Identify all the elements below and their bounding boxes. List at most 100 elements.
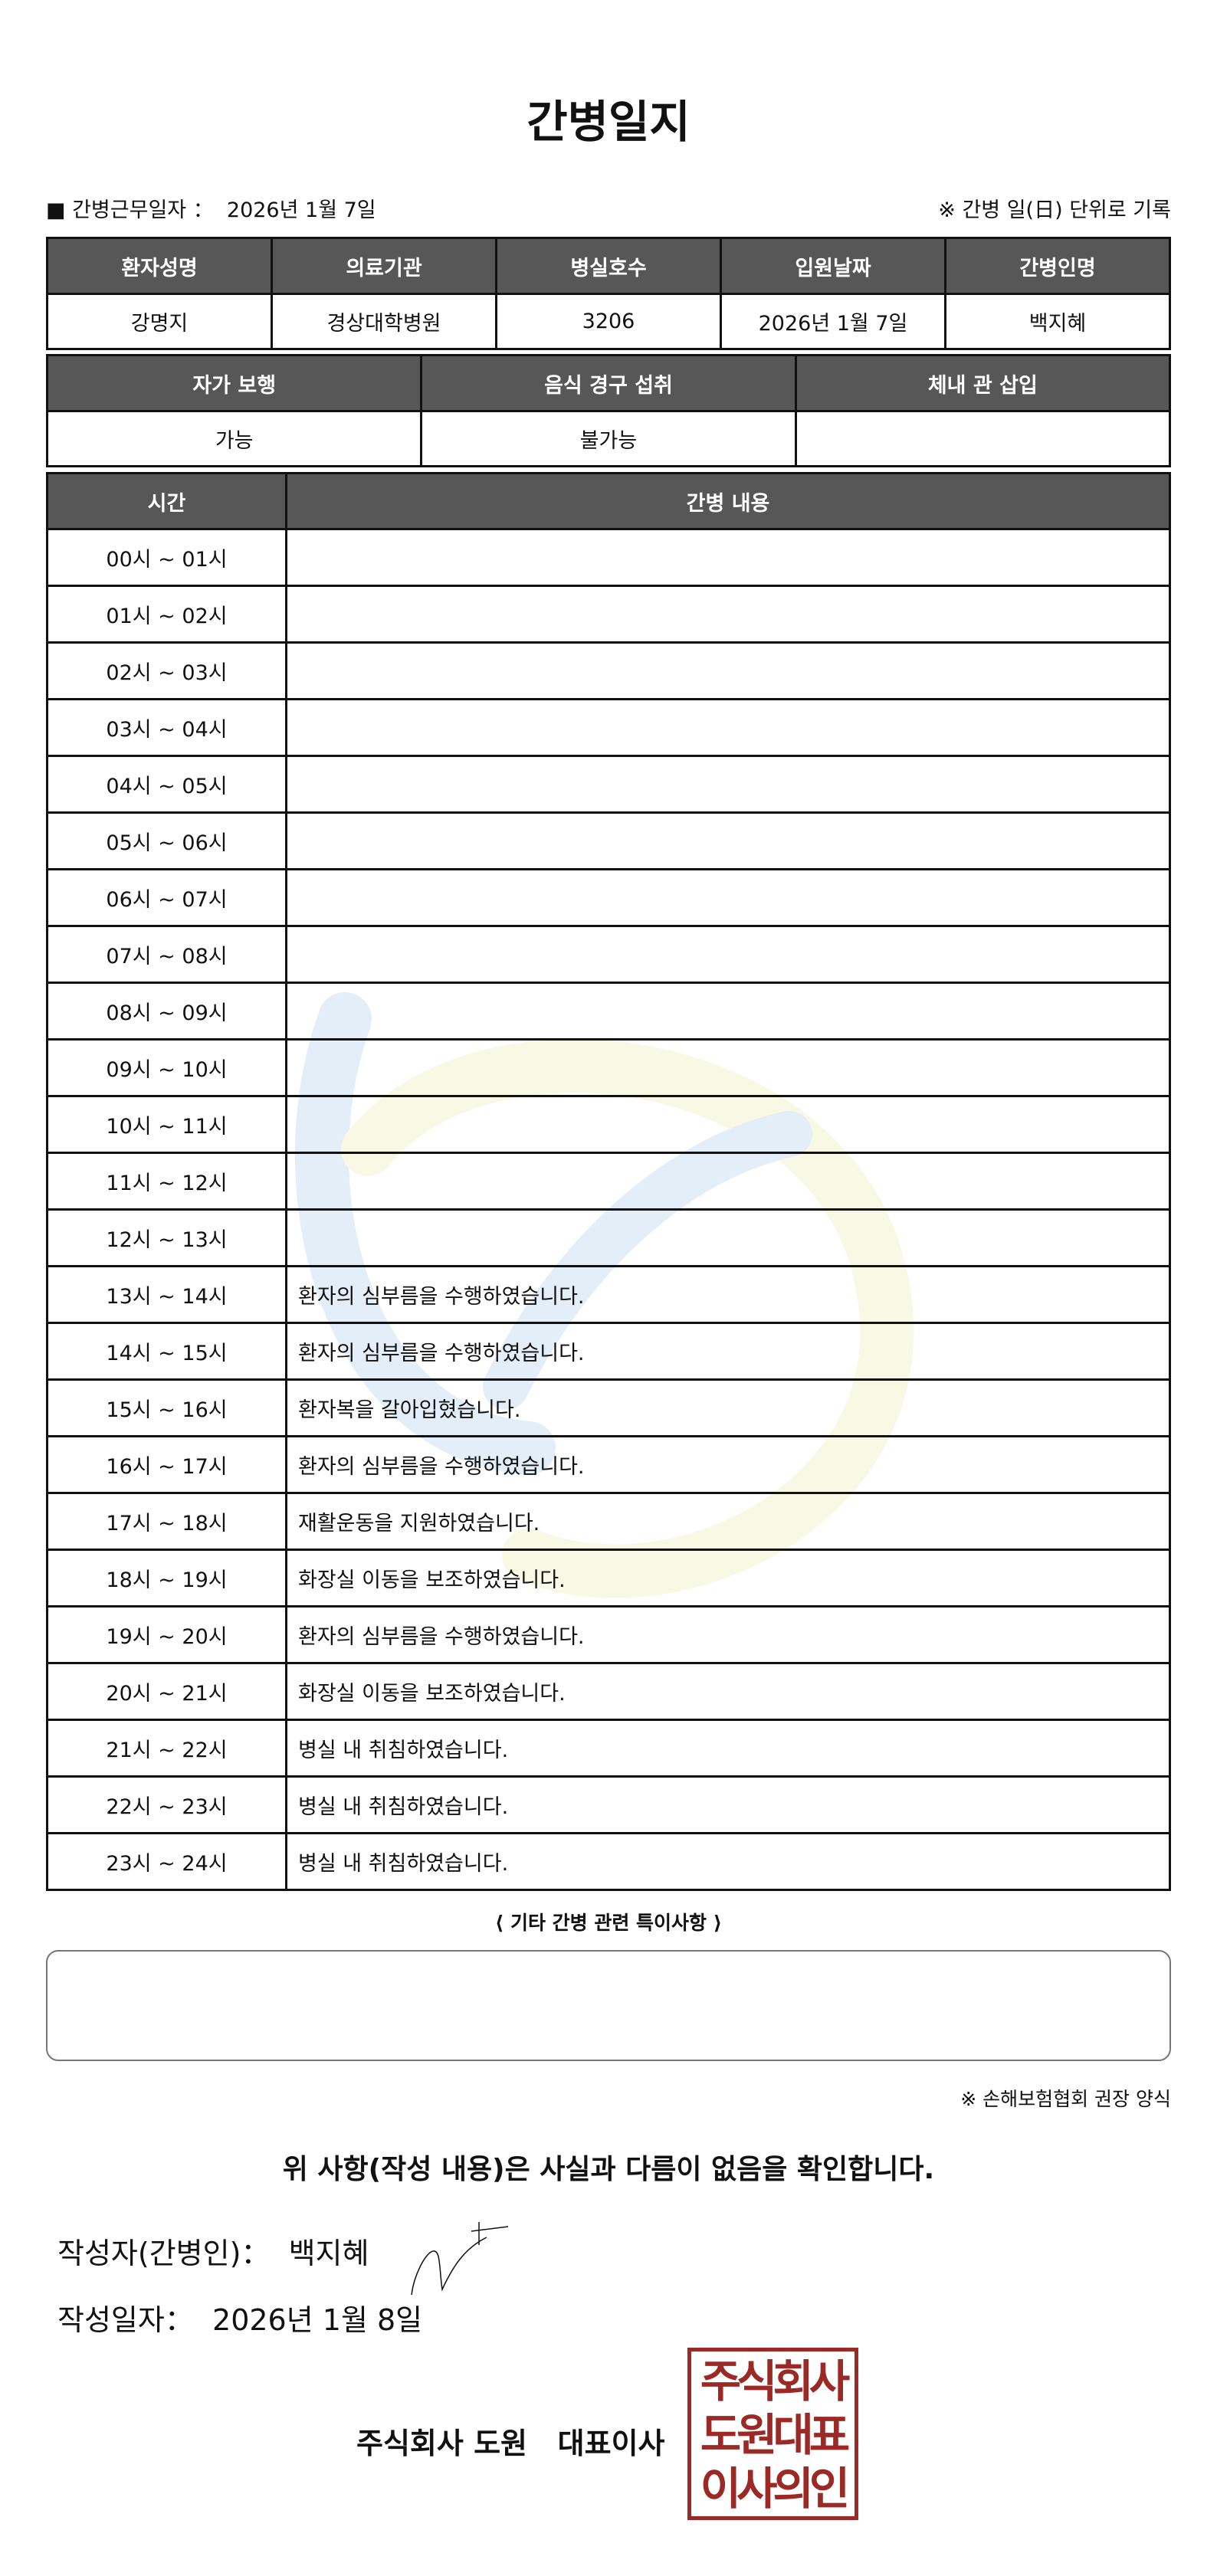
patient-header: 의료기관 bbox=[271, 237, 497, 295]
writer-label: 작성자(간병인)： bbox=[57, 2237, 271, 2270]
log-row: 11시 ~ 12시 bbox=[46, 1152, 1171, 1211]
log-content bbox=[285, 1038, 1171, 1097]
rule-note: ※ 간병 일(日) 단위로 기록 bbox=[938, 198, 1171, 222]
patient-value: 강명지 bbox=[46, 293, 273, 350]
duty-date: ■ 간병근무일자 ： 2026년 1월 7일 bbox=[46, 193, 376, 223]
log-content: 환자의 심부름을 수행하였습니다. bbox=[285, 1265, 1171, 1324]
log-time: 05시 ~ 06시 bbox=[46, 811, 287, 870]
company-seal-stamp: 주식회사 도원대표 이사의인 bbox=[687, 2348, 858, 2520]
log-time: 22시 ~ 23시 bbox=[46, 1775, 287, 1834]
writer-name: 백지혜 bbox=[288, 2237, 369, 2270]
log-content bbox=[285, 811, 1171, 870]
log-time: 02시 ~ 03시 bbox=[46, 641, 287, 700]
status-header: 체내 관 삽입 bbox=[794, 354, 1172, 412]
log-row: 15시 ~ 16시 환자복을 갈아입혔습니다. bbox=[46, 1378, 1171, 1437]
log-content bbox=[285, 1152, 1171, 1211]
log-time: 12시 ~ 13시 bbox=[46, 1208, 287, 1267]
status-value bbox=[794, 410, 1172, 467]
log-content bbox=[285, 641, 1171, 700]
log-time: 08시 ~ 09시 bbox=[46, 982, 287, 1041]
log-row: 22시 ~ 23시 병실 내 취침하였습니다. bbox=[46, 1775, 1171, 1834]
log-time: 04시 ~ 05시 bbox=[46, 755, 287, 814]
care-log-table: 시간 간병 내용 00시 ~ 01시 01시 ~ 02시 02시 ~ 03시 03시 ~… bbox=[46, 472, 1171, 1891]
patient-header: 입원날짜 bbox=[720, 237, 946, 295]
log-content bbox=[285, 1208, 1171, 1267]
page-title: 간병일지 bbox=[526, 96, 691, 148]
log-time: 06시 ~ 07시 bbox=[46, 868, 287, 927]
written-date: 작성일자： 2026년 1월 8일 bbox=[57, 2296, 422, 2338]
log-time: 16시 ~ 17시 bbox=[46, 1435, 287, 1494]
log-content: 환자의 심부름을 수행하였습니다. bbox=[285, 1322, 1171, 1381]
status-value: 가능 bbox=[45, 410, 423, 467]
log-time: 07시 ~ 08시 bbox=[46, 925, 287, 984]
special-notes-label: ⟨ 기타 간병 관련 특이사항 ⟩ bbox=[494, 1912, 723, 1934]
log-row: 02시 ~ 03시 bbox=[46, 641, 1171, 700]
log-content: 병실 내 취침하였습니다. bbox=[285, 1719, 1171, 1778]
log-row: 09시 ~ 10시 bbox=[46, 1038, 1171, 1097]
log-time: 14시 ~ 15시 bbox=[46, 1322, 287, 1381]
log-time: 00시 ~ 01시 bbox=[46, 528, 287, 587]
company-representative: 주식회사 도원 대표이사 bbox=[356, 2427, 665, 2460]
header-time: 시간 bbox=[46, 472, 287, 530]
log-content bbox=[285, 1095, 1171, 1154]
association-note: ※ 손해보험협회 권장 양식 bbox=[960, 2088, 1171, 2110]
log-row: 05시 ~ 06시 bbox=[46, 811, 1171, 870]
duty-date-value: 2026년 1월 7일 bbox=[226, 198, 376, 222]
log-row: 08시 ~ 09시 bbox=[46, 982, 1171, 1041]
log-time: 10시 ~ 11시 bbox=[46, 1095, 287, 1154]
status-header: 음식 경구 섭취 bbox=[420, 354, 797, 412]
log-row: 03시 ~ 04시 bbox=[46, 698, 1171, 757]
log-row: 14시 ~ 15시 환자의 심부름을 수행하였습니다. bbox=[46, 1322, 1171, 1381]
patient-value: 경상대학병원 bbox=[271, 293, 497, 350]
log-content: 재활운동을 지원하였습니다. bbox=[285, 1492, 1171, 1551]
log-time: 09시 ~ 10시 bbox=[46, 1038, 287, 1097]
log-content bbox=[285, 755, 1171, 814]
confirmation-statement: 위 사항(작성 내용)은 사실과 다름이 없음을 확인합니다. bbox=[282, 2154, 935, 2185]
special-notes-box[interactable] bbox=[46, 1950, 1171, 2061]
log-time: 01시 ~ 02시 bbox=[46, 585, 287, 644]
log-row: 18시 ~ 19시 화장실 이동을 보조하였습니다. bbox=[46, 1549, 1171, 1608]
patient-info-table: 환자성명 의료기관 병실호수 입원날짜 간병인명 강명지 경상대학병원 3206 2026년 1… bbox=[46, 237, 1171, 350]
duty-date-label: ■ 간병근무일자 ： bbox=[46, 198, 214, 222]
log-row: 00시 ~ 01시 bbox=[46, 528, 1171, 587]
log-content: 환자의 심부름을 수행하였습니다. bbox=[285, 1435, 1171, 1494]
log-row: 13시 ~ 14시 환자의 심부름을 수행하였습니다. bbox=[46, 1265, 1171, 1324]
log-content: 화장실 이동을 보조하였습니다. bbox=[285, 1549, 1171, 1608]
log-time: 15시 ~ 16시 bbox=[46, 1378, 287, 1437]
log-row: 12시 ~ 13시 bbox=[46, 1208, 1171, 1267]
log-time: 03시 ~ 04시 bbox=[46, 698, 287, 757]
status-header: 자가 보행 bbox=[45, 354, 423, 412]
patient-status-table: 자가 보행 음식 경구 섭취 체내 관 삽입 가능 불가능 bbox=[45, 354, 1172, 467]
log-row: 01시 ~ 02시 bbox=[46, 585, 1171, 644]
written-date-value: 2026년 1월 8일 bbox=[212, 2303, 423, 2337]
log-row: 21시 ~ 22시 병실 내 취침하였습니다. bbox=[46, 1719, 1171, 1778]
patient-value: 2026년 1월 7일 bbox=[720, 293, 946, 350]
log-content: 화장실 이동을 보조하였습니다. bbox=[285, 1662, 1171, 1721]
writer-line: 작성자(간병인)： 백지혜 bbox=[57, 2230, 369, 2272]
log-time: 18시 ~ 19시 bbox=[46, 1549, 287, 1608]
header-content: 간병 내용 bbox=[285, 472, 1171, 530]
log-row: 17시 ~ 18시 재활운동을 지원하였습니다. bbox=[46, 1492, 1171, 1551]
patient-header: 병실호수 bbox=[495, 237, 722, 295]
log-content bbox=[285, 925, 1171, 984]
patient-value: 3206 bbox=[495, 293, 722, 350]
log-content bbox=[285, 868, 1171, 927]
log-content: 환자복을 갈아입혔습니다. bbox=[285, 1378, 1171, 1437]
log-row: 23시 ~ 24시 병실 내 취침하였습니다. bbox=[46, 1832, 1171, 1891]
log-row: 06시 ~ 07시 bbox=[46, 868, 1171, 927]
handwritten-signature bbox=[411, 2222, 509, 2296]
written-date-label: 작성일자： bbox=[57, 2303, 194, 2337]
log-row: 19시 ~ 20시 환자의 심부름을 수행하였습니다. bbox=[46, 1605, 1171, 1664]
log-time: 13시 ~ 14시 bbox=[46, 1265, 287, 1324]
log-time: 11시 ~ 12시 bbox=[46, 1152, 287, 1211]
log-row: 10시 ~ 11시 bbox=[46, 1095, 1171, 1154]
log-row: 04시 ~ 05시 bbox=[46, 755, 1171, 814]
log-time: 17시 ~ 18시 bbox=[46, 1492, 287, 1551]
log-time: 23시 ~ 24시 bbox=[46, 1832, 287, 1891]
log-content bbox=[285, 585, 1171, 644]
log-content: 병실 내 취침하였습니다. bbox=[285, 1832, 1171, 1891]
log-row: 16시 ~ 17시 환자의 심부름을 수행하였습니다. bbox=[46, 1435, 1171, 1494]
log-content bbox=[285, 698, 1171, 757]
log-content bbox=[285, 528, 1171, 587]
patient-value: 백지혜 bbox=[944, 293, 1171, 350]
